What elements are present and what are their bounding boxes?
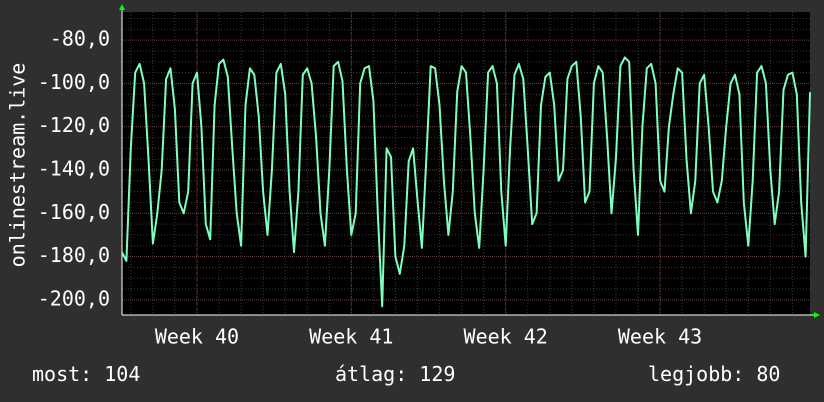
plot-background bbox=[122, 12, 810, 315]
y-tick-label: -140,0 bbox=[38, 156, 110, 180]
x-tick-label: Week 40 bbox=[155, 325, 239, 349]
x-tick-label: Week 41 bbox=[309, 325, 393, 349]
stat-best: legjobb: 80 bbox=[648, 362, 781, 386]
y-axis-arrow-icon bbox=[119, 4, 125, 10]
series-group bbox=[121, 56, 811, 308]
y-axis-label: onlinestream.live bbox=[6, 63, 30, 268]
x-tick-labels: Week 40 Week 41 Week 42 Week 43 bbox=[155, 325, 702, 349]
axes bbox=[119, 4, 820, 318]
y-tick-label: -80,0 bbox=[50, 27, 110, 51]
y-tick-labels: -80,0 -100,0 -120,0 -140,0 -160,0 -180,0 -200,… bbox=[38, 27, 110, 311]
y-tick-label: -200,0 bbox=[38, 286, 110, 310]
series-line bbox=[121, 56, 811, 308]
stats-bar: most: 104 átlag: 129 legjobb: 80 bbox=[0, 358, 824, 392]
y-tick-label: -100,0 bbox=[38, 70, 110, 94]
x-tick-label: Week 42 bbox=[464, 325, 548, 349]
stat-current: most: 104 bbox=[32, 362, 141, 386]
x-axis-arrow-icon bbox=[814, 312, 820, 318]
y-tick-label: -180,0 bbox=[38, 243, 110, 267]
grid bbox=[122, 12, 810, 315]
y-tick-label: -120,0 bbox=[38, 113, 110, 137]
x-tick-label: Week 43 bbox=[618, 325, 702, 349]
stat-average: átlag: 129 bbox=[335, 362, 456, 386]
y-tick-label: -160,0 bbox=[38, 200, 110, 224]
